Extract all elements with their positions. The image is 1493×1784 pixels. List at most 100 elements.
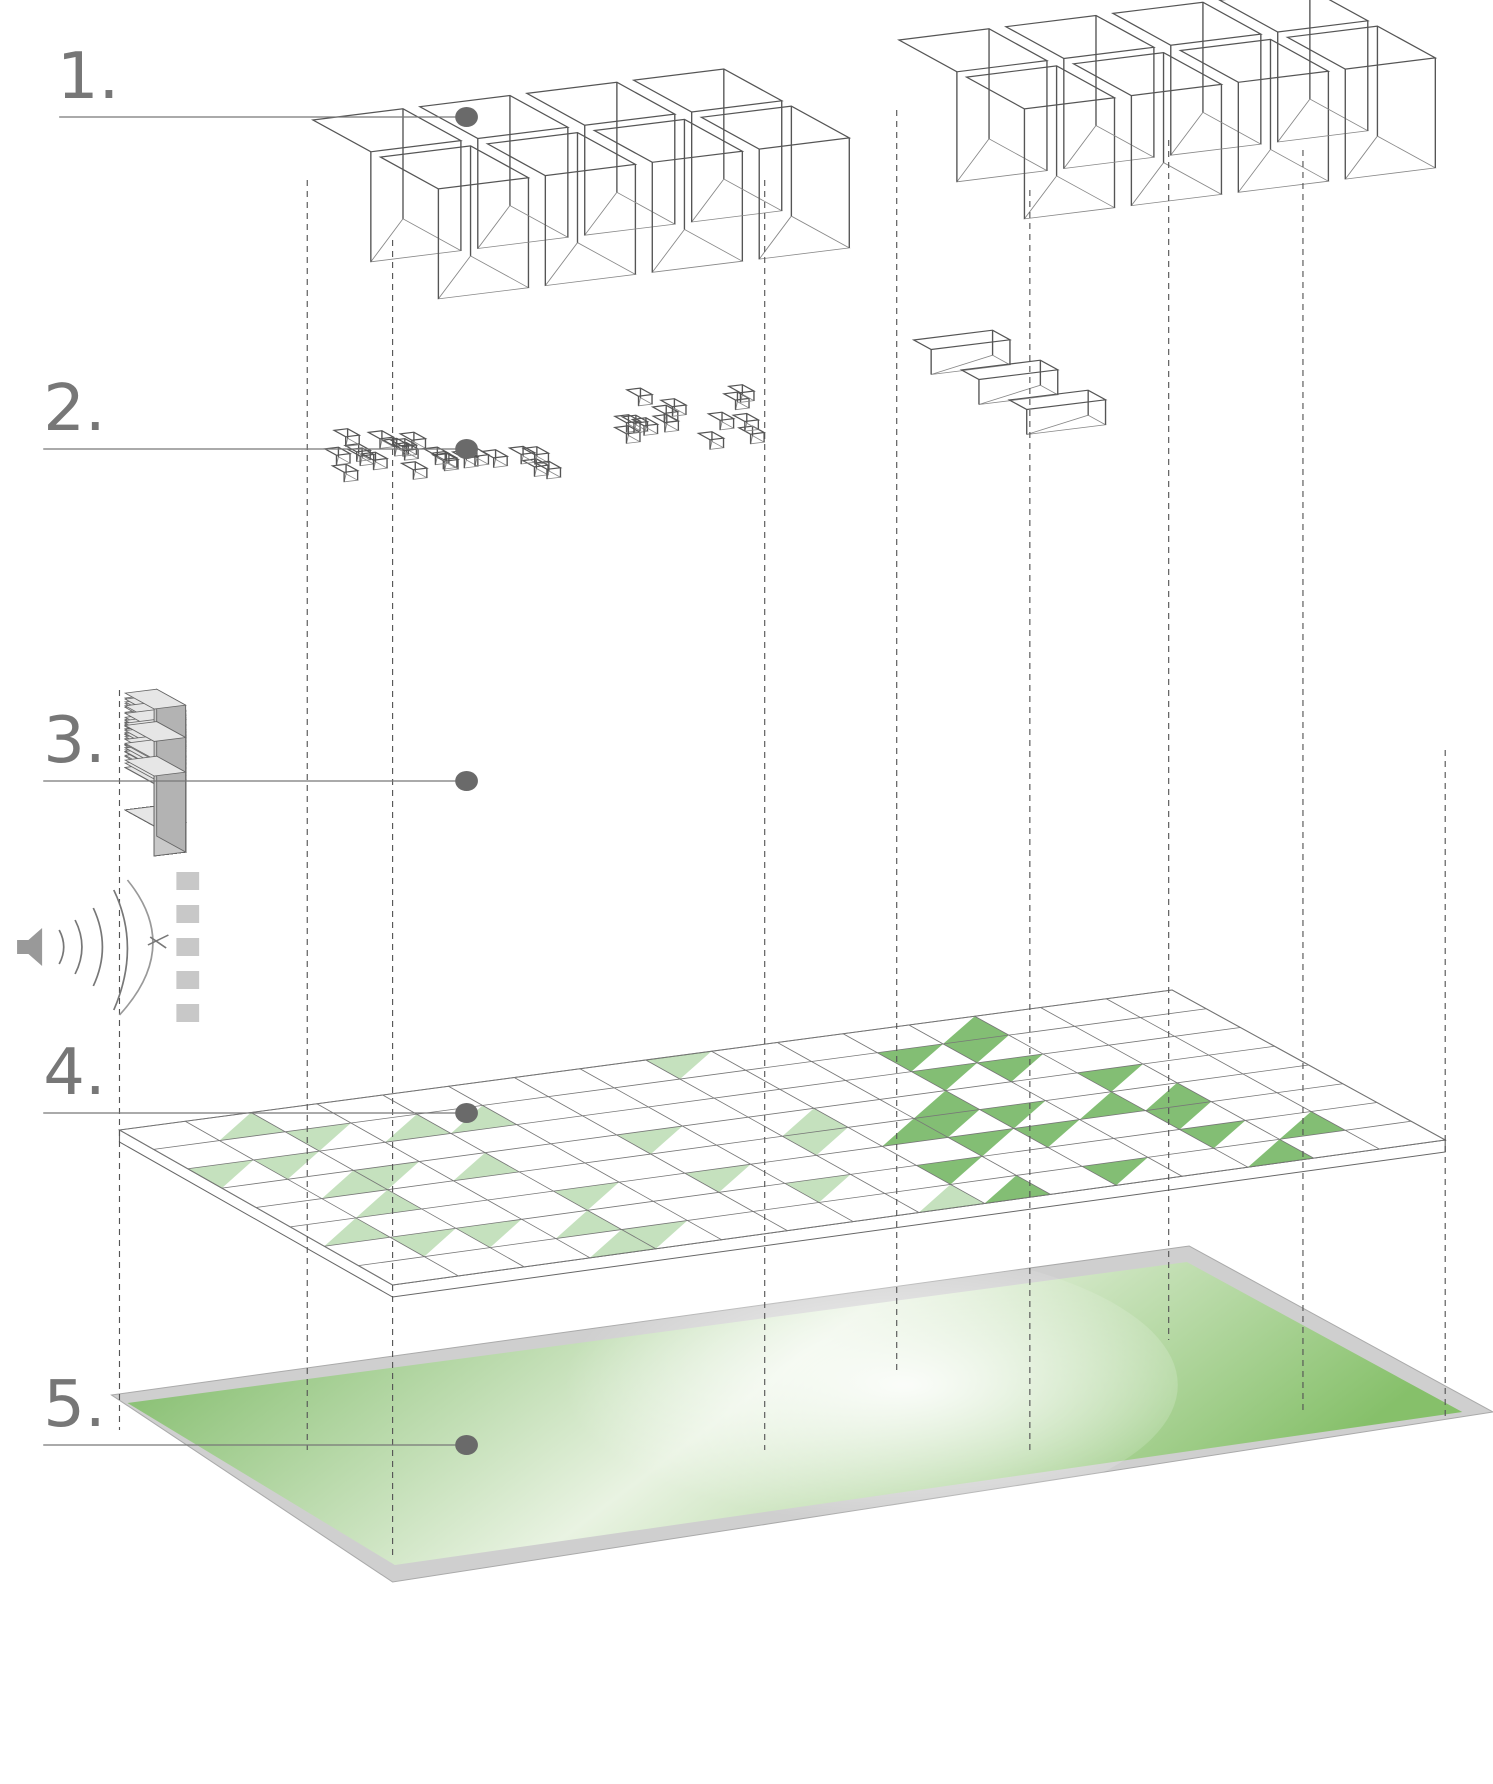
wire-top	[378, 145, 531, 190]
wire-bottom	[643, 426, 659, 436]
wire-bottom	[463, 459, 480, 469]
wire-bottom	[369, 218, 463, 263]
labels: 1. 2. 3. 4. 5.	[43, 39, 478, 1455]
wire-bottom	[719, 421, 735, 431]
wire-top	[631, 68, 784, 113]
wire-bottom	[534, 455, 550, 465]
wire-bottom	[412, 470, 429, 480]
wire-top	[650, 404, 680, 415]
wire-bottom	[955, 138, 1049, 183]
bar	[176, 905, 200, 923]
wire-top	[731, 412, 761, 423]
wire-bottom	[739, 393, 756, 403]
wire-bottom	[651, 228, 744, 273]
wire-top	[417, 94, 570, 140]
leader-dot	[455, 107, 478, 127]
wire-bottom	[493, 458, 509, 468]
wire-top	[366, 430, 396, 440]
wire-bottom	[633, 424, 649, 434]
wire-bottom	[583, 191, 677, 236]
face-top	[123, 721, 187, 742]
wire-bottom	[735, 401, 751, 411]
wire-bottom	[533, 467, 550, 477]
wire-bottom	[443, 462, 460, 472]
wire-top	[332, 428, 362, 438]
bar	[176, 872, 200, 890]
grid-line	[392, 1139, 1446, 1286]
wire-top	[1218, 0, 1370, 33]
leader-dot	[455, 439, 478, 459]
wire-top	[330, 463, 360, 473]
wire-top	[399, 461, 429, 471]
leader-dot	[455, 1435, 478, 1455]
grid-line	[358, 1120, 1412, 1267]
wire-bottom	[709, 440, 725, 450]
wire-top	[624, 387, 654, 397]
wire-bottom	[637, 397, 654, 407]
wire-bottom	[359, 456, 375, 467]
grid-line	[221, 1045, 1275, 1189]
leader-dot	[455, 771, 478, 791]
wire-top	[389, 437, 419, 448]
wire-bottom	[1237, 148, 1330, 193]
grid-line	[119, 989, 1173, 1131]
green-panel	[645, 1051, 712, 1080]
layer-3	[123, 688, 187, 857]
wire-bottom	[1276, 98, 1370, 143]
speaker	[17, 928, 43, 966]
wire-bottom	[373, 461, 389, 471]
layer-2	[322, 329, 1108, 483]
highlight	[495, 1245, 1178, 1525]
wire-bottom	[442, 460, 459, 470]
waves	[58, 889, 129, 1011]
wire-bottom	[356, 452, 372, 462]
wire-bottom	[394, 447, 410, 457]
wire-bottom	[1023, 175, 1116, 220]
wire-bottom	[476, 204, 570, 250]
reflection	[118, 879, 154, 1016]
wire-bottom	[403, 451, 420, 461]
wire-top	[520, 458, 550, 468]
wire-bottom	[335, 456, 352, 466]
layer-5	[110, 1245, 1493, 1583]
wire-top	[706, 411, 736, 421]
wire-bottom	[625, 434, 642, 444]
bar	[176, 1004, 200, 1022]
layer-label: 3.	[43, 703, 105, 778]
wire-top	[1071, 51, 1224, 97]
grid-line	[187, 1027, 1241, 1170]
grid-line	[290, 1083, 1343, 1228]
wire-bottom	[978, 384, 1060, 405]
layer-label: 4.	[43, 1035, 105, 1110]
green-panel	[450, 1105, 517, 1134]
wire-bottom	[671, 407, 688, 417]
wire-bottom	[1169, 111, 1263, 156]
wire-bottom	[690, 178, 784, 223]
wire-top	[911, 329, 1012, 351]
wire-bottom	[1130, 162, 1223, 207]
wire-top	[964, 65, 1117, 110]
wire-top	[310, 108, 463, 153]
leader-dot	[455, 1103, 478, 1123]
green-panel	[253, 1151, 320, 1180]
wire-bottom	[437, 255, 530, 300]
wire-top	[722, 391, 751, 401]
wire-top	[696, 431, 726, 441]
green-panel	[285, 1123, 351, 1152]
green-panel	[187, 1159, 254, 1189]
wire-bottom	[520, 455, 536, 465]
wire-top	[485, 131, 638, 177]
wire-bottom	[931, 354, 1012, 375]
wire-top	[737, 425, 767, 435]
layer-label: 2.	[43, 371, 105, 446]
wire-top	[507, 445, 537, 456]
layer-label: 5.	[43, 1367, 105, 1442]
wire-bottom	[379, 439, 395, 449]
bars	[176, 872, 200, 1022]
wire-top	[1004, 14, 1156, 60]
wire-bottom	[546, 470, 562, 480]
wire-bottom	[664, 423, 680, 433]
sound-icon	[17, 879, 169, 1016]
wire-bottom	[744, 422, 760, 432]
